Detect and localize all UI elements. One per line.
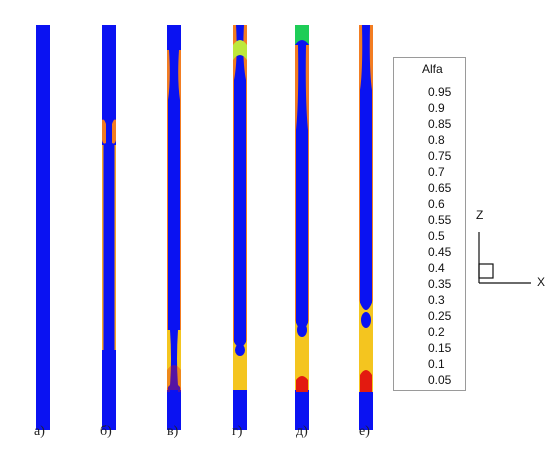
panel-label-a: а) (34, 424, 45, 439)
legend-tick-label: 0.25 (428, 309, 452, 323)
panel-label-d: г) (232, 424, 243, 439)
legend-tick-label: 0.5 (428, 229, 445, 243)
legend-tick-label: 0.4 (428, 261, 445, 275)
legend-tick-label: 0.7 (428, 165, 445, 179)
panel-c (167, 25, 181, 430)
legend-tick-label: 0.6 (428, 197, 445, 211)
panel-label-e: д) (296, 424, 308, 439)
legend-tick-label: 0.65 (428, 181, 452, 195)
panel-e (295, 25, 309, 430)
legend-box (393, 57, 466, 391)
panel-a (36, 25, 50, 430)
legend-tick-label: 0.1 (428, 357, 445, 371)
panel-d (233, 25, 247, 430)
panel-b (102, 25, 116, 430)
legend-title: Alfa (422, 62, 443, 76)
axis-triad (478, 232, 531, 284)
x-axis-label: X (537, 275, 546, 289)
legend-tick-label: 0.05 (428, 373, 452, 387)
legend-tick-label: 0.8 (428, 133, 445, 147)
legend-tick-label: 0.55 (428, 213, 452, 227)
panel-label-c: в) (167, 424, 179, 439)
legend-tick-label: 0.3 (428, 293, 445, 307)
legend-tick-label: 0.9 (428, 101, 445, 115)
legend-tick-label: 0.45 (428, 245, 452, 259)
legend-tick-label: 0.75 (428, 149, 452, 163)
legend-tick-label: 0.85 (428, 117, 452, 131)
legend-tick-label: 0.15 (428, 341, 452, 355)
panel-label-f: е) (359, 424, 370, 439)
panel-f (359, 25, 373, 430)
legend-tick-label: 0.95 (428, 85, 452, 99)
legend-tick-label: 0.35 (428, 277, 452, 291)
panel-label-b: б) (100, 424, 112, 439)
z-axis-label: Z (476, 208, 484, 222)
legend-tick-label: 0.2 (428, 325, 445, 339)
